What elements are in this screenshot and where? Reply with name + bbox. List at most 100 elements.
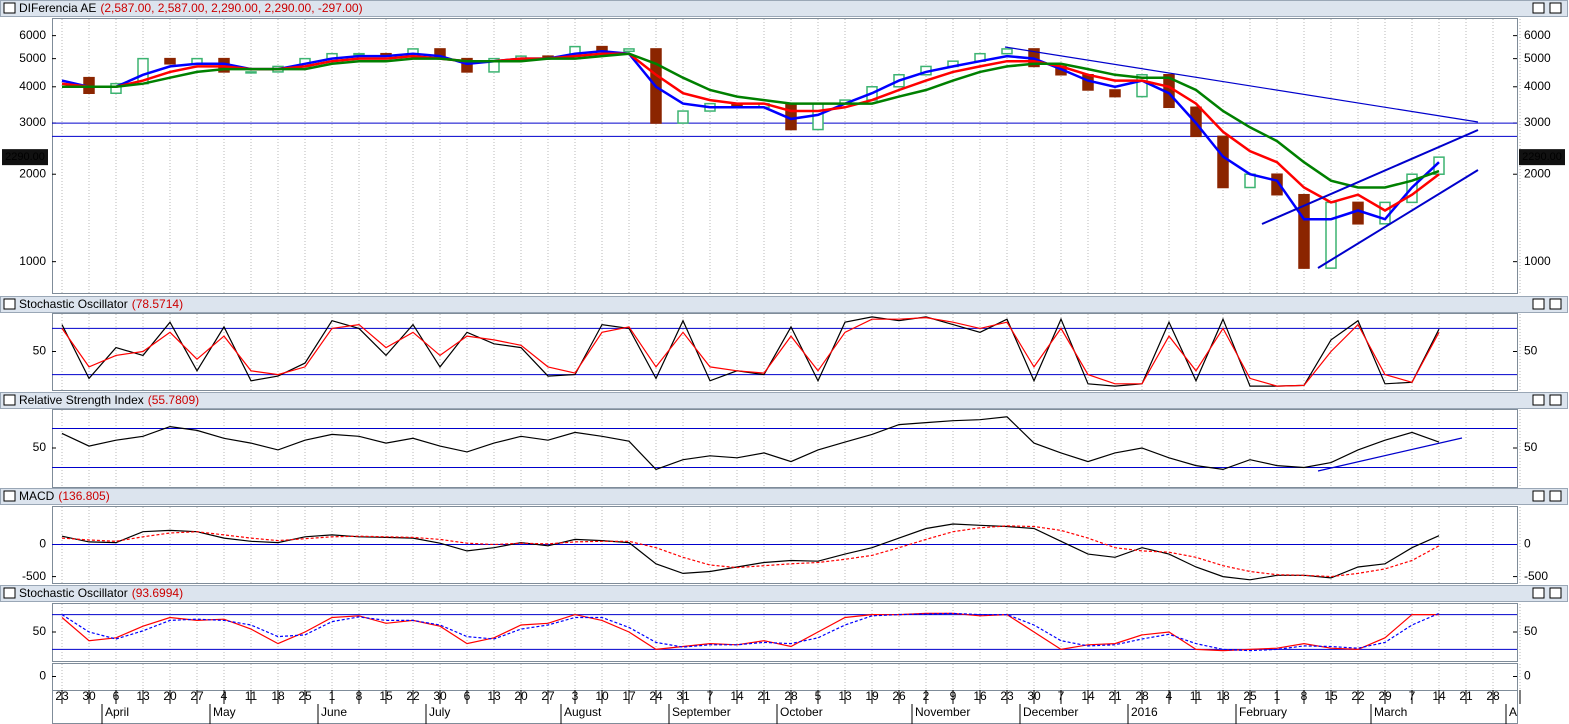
trend-line [1317,169,1479,269]
y-tick-label: 6000 [19,28,46,42]
x-tick-label: 18 [1216,689,1230,703]
panel-header [0,296,1568,313]
maximize-button[interactable] [1532,490,1545,502]
x-tick-label: 1 [329,689,336,703]
trend-lines [1004,46,1479,472]
last-price-label: 2290.00 [1522,151,1562,163]
x-tick-label: 24 [649,689,663,703]
y-tick-label: 0 [39,669,46,683]
panel-name: MACD [19,489,55,503]
month-label: July [429,705,450,719]
plot-area [52,663,1518,691]
candle [353,52,365,56]
x-tick-label: 20 [163,689,177,703]
x-tick-label: 13 [487,689,501,703]
candle [1298,193,1310,269]
plot [61,410,1521,487]
x-tick-label: 8 [1301,689,1308,703]
trend-line [1004,46,1479,123]
candle [1352,201,1364,225]
panel-title: MACD (136.805) [19,489,110,503]
x-tick-label: 25 [1243,689,1257,703]
candle [488,57,500,73]
candle [461,57,473,73]
maximize-button[interactable] [1532,587,1545,599]
month-label: October [780,705,823,719]
panel-title: Relative Strength Index (55.7809) [19,393,199,407]
x-tick-label: 28 [784,689,798,703]
x-tick-label: 7 [1058,689,1065,703]
panel-value: (136.805) [58,489,109,503]
x-tick-label: 8 [356,689,363,703]
candle [1217,135,1229,189]
x-tick-label: 14 [730,689,744,703]
y-tick-label: 0 [39,537,46,551]
x-tick-label: 17 [622,689,636,703]
panel-title: Stochastic Oscillator (78.5714) [19,297,183,311]
x-tick-label: 29 [1378,689,1392,703]
panel-value: (78.5714) [132,297,183,311]
panel-header [0,392,1568,409]
close-button[interactable] [1549,2,1562,14]
panel-name: Stochastic Oscillator [19,297,128,311]
close-button[interactable] [1549,587,1562,599]
series-line [61,525,1440,578]
panel-icon [3,298,16,310]
x-tick-label: 5 [815,689,822,703]
x-tick-label: 7 [707,689,714,703]
maximize-button[interactable] [1532,394,1545,406]
month-label: August [564,705,602,719]
maximize-button[interactable] [1532,298,1545,310]
panel-value: (93.6994) [132,586,183,600]
x-tick-label: 3 [572,689,579,703]
x-tick-label: 21 [1459,689,1473,703]
x-tick-label: 11 [1190,689,1203,703]
close-button[interactable] [1549,394,1562,406]
x-tick-label: 13 [838,689,852,703]
series-line [62,52,1440,189]
panel-header [0,585,1568,602]
panel-name: Stochastic Oscillator [19,586,128,600]
y-tick-label: 2000 [19,166,46,180]
y-tick-label: 50 [33,624,47,638]
x-tick-label: 2 [923,689,930,703]
y-tick-label: 50 [33,440,47,454]
month-label: April [105,705,129,719]
month-label: December [1023,705,1078,719]
panel-title: DIFerencia AE (2,587.00, 2,587.00, 2,290.… [19,1,363,15]
x-tick-label: 14 [1432,689,1446,703]
x-tick-label: 31 [676,689,690,703]
candle [245,71,257,74]
panel-title: Stochastic Oscillator (93.6994) [19,586,183,600]
plot-area [52,409,1518,488]
trend-line [1317,437,1463,472]
x-tick-label: 28 [1135,689,1149,703]
x-tick-label: 18 [271,689,285,703]
y-tick-label: 50 [33,344,47,358]
y-tick-label-right: 2000 [1524,166,1551,180]
maximize-button[interactable] [1532,2,1545,14]
x-axis-area [52,690,1518,724]
month-label: September [672,705,731,719]
x-tick-label: 21 [757,689,771,703]
series-line [61,52,1440,212]
x-tick-label: 22 [406,689,420,703]
close-button[interactable] [1549,490,1562,502]
x-tick-label: 25 [298,689,312,703]
x-tick-label: 21 [1108,689,1122,703]
candle [1379,201,1391,225]
close-button[interactable] [1549,298,1562,310]
x-tick-label: 11 [245,689,258,703]
y-tick-label-right: 5000 [1524,51,1551,65]
x-tick-label: 19 [865,689,879,703]
panel-name: Relative Strength Index [19,393,144,407]
plot-area [52,603,1518,662]
x-tick-label: 28 [1486,689,1500,703]
panel-header [0,488,1568,505]
y-tick-label-right: 0 [1524,669,1531,683]
x-tick-label: 20 [514,689,528,703]
month-label: February [1239,705,1287,719]
panel-value: (55.7809) [148,393,199,407]
candle [677,110,689,124]
